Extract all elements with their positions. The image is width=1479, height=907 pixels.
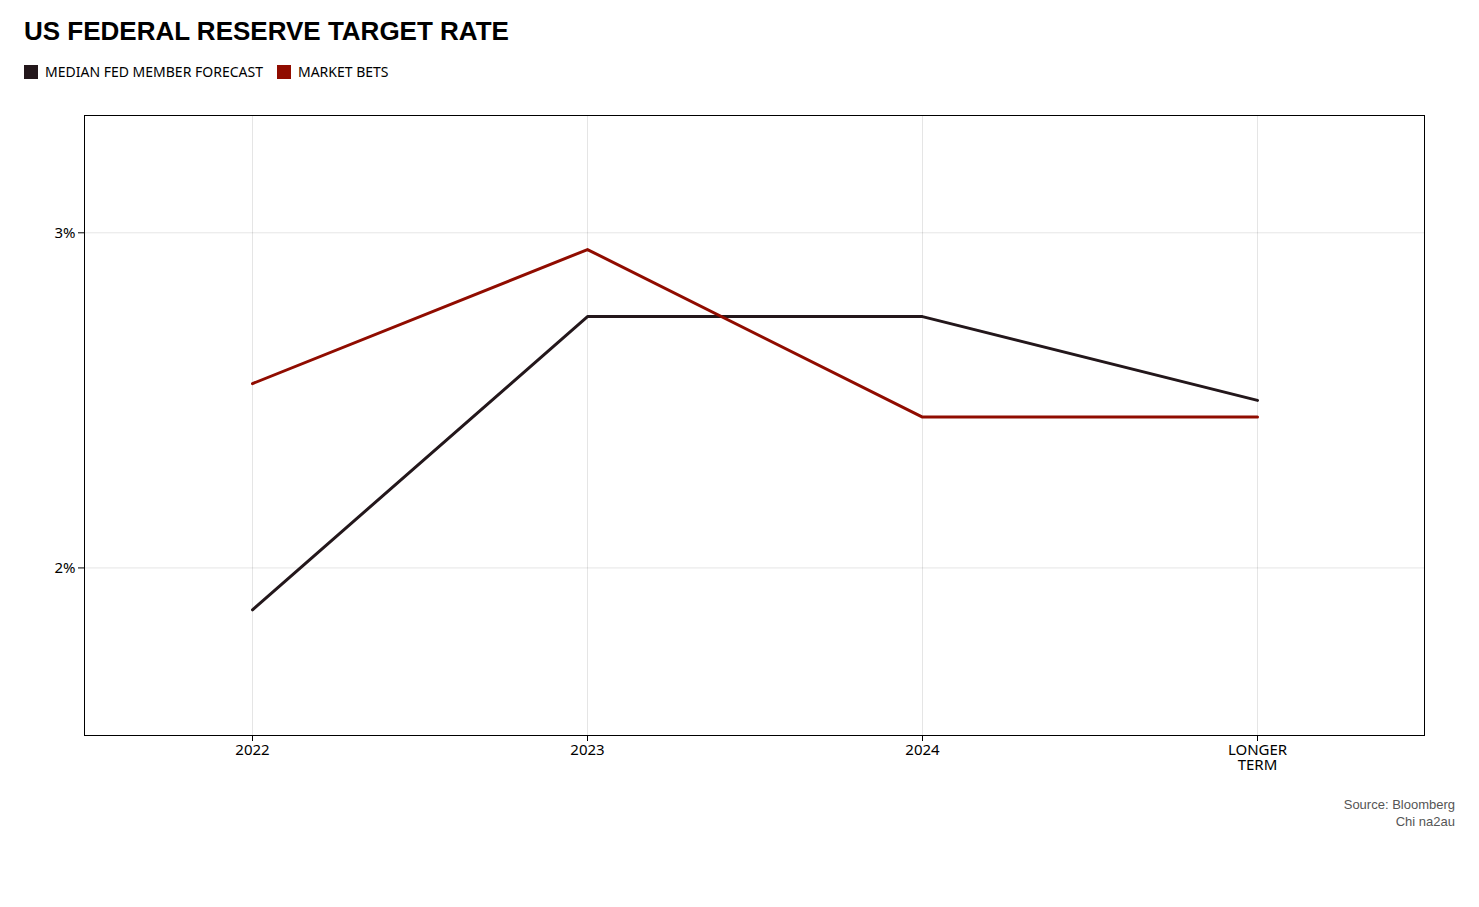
html-text:US FEDERAL RESERVE TARGET RATE: US FEDERAL RESERVE TARGET RATE [24, 16, 509, 46]
svg-text:3%: 3% [54, 222, 75, 242]
svg-text:2022: 2022 [235, 739, 269, 759]
svg-text:2023: 2023 [570, 739, 604, 759]
svg-text:LONGERTERM: LONGERTERM [1228, 739, 1288, 774]
svg-text:2%: 2% [54, 557, 75, 577]
html-text:Chi na2au: Chi na2au [1395, 814, 1455, 829]
html-text:MARKET BETS: MARKET BETS [298, 62, 389, 81]
svg-text:2024: 2024 [905, 739, 940, 759]
html-text:MEDIAN FED MEMBER FORECAST: MEDIAN FED MEMBER FORECAST [45, 62, 263, 81]
html-text:Source: Bloomberg: Source: Bloomberg [1343, 797, 1455, 812]
